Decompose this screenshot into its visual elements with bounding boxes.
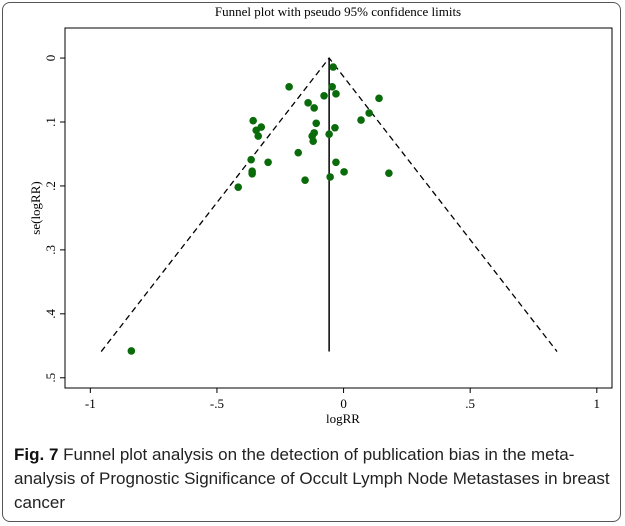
study-point [234, 183, 243, 192]
chart: Funnel plot with pseudo 95% confidence l… [28, 4, 613, 426]
study-point [254, 132, 263, 140]
study-point [257, 123, 266, 131]
study-point [248, 169, 256, 178]
y-tick-label: .5 [43, 373, 58, 383]
study-point [385, 169, 393, 177]
study-point [294, 148, 303, 157]
study-point [285, 83, 293, 91]
study-point [365, 109, 373, 117]
y-axis-label: se(logRR) [28, 181, 43, 234]
study-point [310, 104, 318, 112]
study-point [328, 83, 336, 91]
study-point [375, 94, 383, 103]
x-tick-label: 0 [340, 396, 347, 411]
study-point [301, 176, 309, 184]
study-point [304, 99, 312, 107]
study-point [264, 158, 272, 167]
study-point [325, 130, 333, 138]
y-tick-label: 0 [43, 55, 58, 62]
study-point [247, 155, 255, 164]
study-point [127, 347, 136, 355]
study-point [340, 168, 348, 176]
study-point [329, 63, 337, 71]
figure-frame [2, 2, 621, 522]
study-point [249, 116, 257, 125]
caption-label: Fig. 7 [14, 445, 59, 464]
y-tick-label: .4 [43, 308, 58, 318]
y-tick-label: .2 [43, 181, 58, 191]
study-point [309, 137, 317, 145]
study-point [332, 158, 340, 167]
y-tick-label: .3 [43, 245, 58, 255]
study-point [326, 173, 334, 181]
y-tick-label: .1 [43, 117, 58, 127]
study-point [312, 119, 321, 128]
chart-title: Funnel plot with pseudo 95% confidence l… [215, 4, 461, 19]
x-tick-label: .5 [465, 396, 475, 411]
study-point [332, 90, 340, 98]
caption-text: Funnel plot analysis on the detection of… [14, 445, 610, 512]
study-point [331, 123, 339, 132]
x-tick-label: -1 [85, 396, 96, 411]
x-tick-label: 1 [594, 396, 601, 411]
study-point [320, 91, 328, 100]
caption: Fig. 7 Funnel plot analysis on the detec… [14, 443, 610, 515]
study-point [357, 116, 365, 124]
plot-border [64, 27, 613, 389]
x-axis-label: logRR [326, 411, 360, 426]
x-tick-label: -.5 [210, 396, 224, 411]
